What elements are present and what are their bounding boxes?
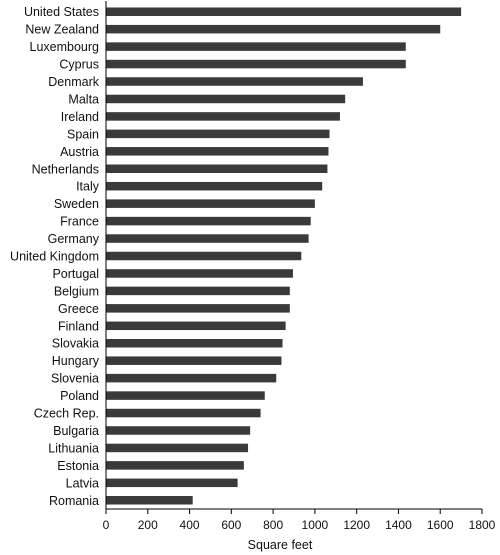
category-labels: United States New Zealand Luxembourg Cyprus… xyxy=(10,5,100,508)
category-label: Lithuania xyxy=(48,441,99,455)
category-label: Malta xyxy=(68,92,99,106)
category-label: Finland xyxy=(58,319,99,333)
bar-lithuania xyxy=(106,443,249,453)
bar-latvia xyxy=(106,478,238,488)
bar-luxembourg xyxy=(106,42,406,51)
category-label: United Kingdom xyxy=(10,250,99,264)
bar-portugal xyxy=(106,269,293,278)
x-tick-label: 1800 xyxy=(469,518,496,532)
bar-spain xyxy=(106,129,330,139)
category-label: Sweden xyxy=(54,197,99,211)
bar-germany xyxy=(106,234,309,243)
bar-ireland xyxy=(106,112,340,121)
bar-finland xyxy=(106,321,286,331)
bar-malta xyxy=(106,94,346,104)
bar-france xyxy=(106,216,311,226)
category-label: Spain xyxy=(67,127,99,141)
category-label: Hungary xyxy=(52,354,100,368)
x-tick-label: 1200 xyxy=(343,518,370,532)
x-tick-label: 400 xyxy=(180,518,200,532)
bar-united-kingdom xyxy=(106,251,302,261)
bar-austria xyxy=(106,147,329,156)
category-label: Slovakia xyxy=(52,337,99,351)
category-label: United States xyxy=(24,5,99,19)
category-label: Cyprus xyxy=(59,58,99,72)
category-label: Greece xyxy=(58,302,99,316)
category-label: Czech Rep. xyxy=(34,407,99,421)
x-tick-label: 200 xyxy=(138,518,158,532)
bar-romania xyxy=(106,496,193,505)
bar-new-zealand xyxy=(106,24,441,34)
category-label: Netherlands xyxy=(32,162,99,176)
category-label: France xyxy=(60,215,99,229)
bar-hungary xyxy=(106,356,282,365)
bar-estonia xyxy=(106,461,244,470)
x-tick-label: 0 xyxy=(103,518,110,532)
category-label: Portugal xyxy=(52,267,99,281)
bar-italy xyxy=(106,181,323,191)
x-axis-title: Square feet xyxy=(248,538,313,552)
category-label: Belgium xyxy=(54,284,99,298)
bar-poland xyxy=(106,391,265,400)
category-label: Germany xyxy=(48,232,100,246)
bar-cyprus xyxy=(106,59,406,69)
bar-czech-rep- xyxy=(106,408,261,418)
bar-belgium xyxy=(106,286,290,296)
x-tick-label: 1600 xyxy=(427,518,454,532)
category-label: Poland xyxy=(60,389,99,403)
bar-sweden xyxy=(106,199,315,208)
bar-bulgaria xyxy=(106,426,251,435)
category-label: Denmark xyxy=(48,75,99,89)
category-label: Italy xyxy=(76,180,100,194)
category-label: Austria xyxy=(60,145,99,159)
bar-netherlands xyxy=(106,164,328,174)
category-label: Slovenia xyxy=(51,372,99,386)
category-label: Luxembourg xyxy=(30,40,100,54)
bars-group xyxy=(106,7,462,505)
bar-slovenia xyxy=(106,373,277,383)
category-label: Bulgaria xyxy=(53,424,99,438)
bar-greece xyxy=(106,304,290,313)
x-axis-ticks: 0 200 400 600 800 1000 1200 1400 1600 1800 xyxy=(103,509,496,532)
x-tick-label: 1000 xyxy=(302,518,329,532)
bar-denmark xyxy=(106,77,363,86)
bar-united-states xyxy=(106,7,462,16)
x-tick-label: 600 xyxy=(221,518,241,532)
bar-slovakia xyxy=(106,338,283,348)
category-label: Ireland xyxy=(61,110,99,124)
category-label: Estonia xyxy=(57,459,99,473)
category-label: Latvia xyxy=(66,476,99,490)
x-tick-label: 1400 xyxy=(385,518,412,532)
category-label: New Zealand xyxy=(25,23,99,37)
x-tick-label: 800 xyxy=(263,518,283,532)
category-label: Romania xyxy=(49,494,99,508)
